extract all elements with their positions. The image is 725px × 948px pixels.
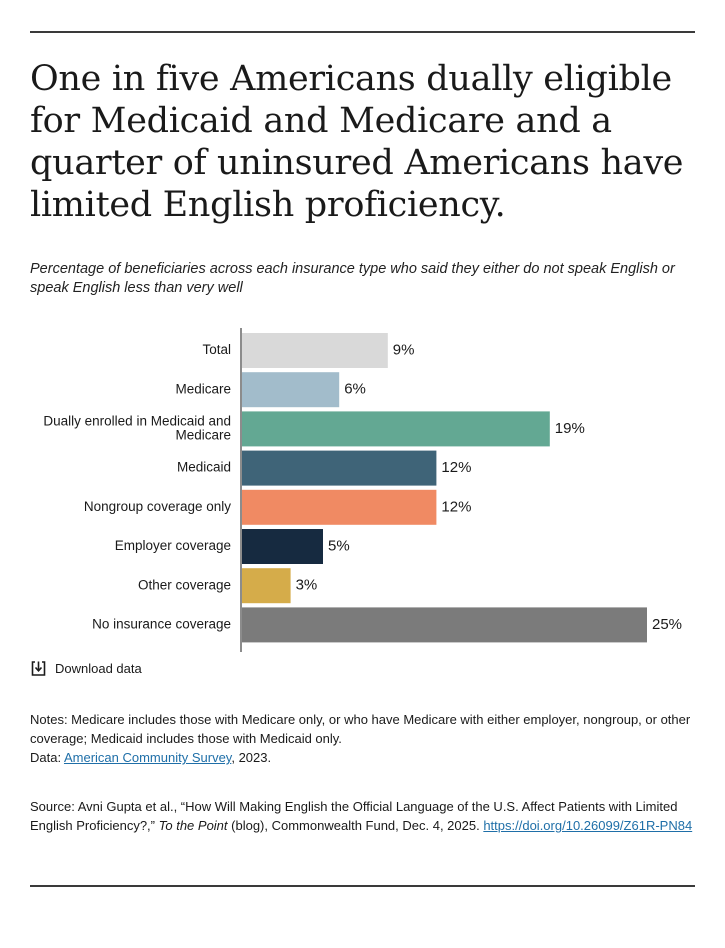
notes: Notes: Medicare includes those with Medi…	[30, 710, 700, 767]
bar	[242, 450, 437, 486]
bar-value-label: 19%	[555, 420, 585, 437]
download-icon	[31, 661, 46, 676]
bar	[242, 607, 647, 643]
bar-value-label: 6%	[344, 381, 366, 398]
chart-subtitle: Percentage of beneficiaries across each …	[30, 261, 675, 296]
bar-value-label: 25%	[652, 616, 682, 633]
bar-value-label: 5%	[328, 537, 350, 554]
bar-value-label: 9%	[393, 341, 415, 358]
bar-value-label: 12%	[441, 498, 471, 515]
category-label: Total	[202, 342, 231, 357]
source-doi-link[interactable]: https://doi.org/10.26099/Z61R-PN84	[483, 818, 693, 833]
source-citation: Source: Avni Gupta et al., “How Will Mak…	[30, 797, 700, 835]
download-data-button[interactable]: Download data	[30, 660, 142, 677]
category-label: Employer coverage	[115, 538, 231, 553]
bar	[242, 333, 388, 368]
bar	[242, 489, 437, 525]
data-line: Data: American Community Survey, 2023.	[30, 748, 700, 767]
data-prefix: Data:	[30, 750, 64, 765]
bar-value-label: 12%	[441, 459, 471, 476]
bar	[242, 372, 340, 408]
bottom-rule	[30, 885, 695, 887]
category-label: No insurance coverage	[92, 616, 231, 631]
notes-text: Notes: Medicare includes those with Medi…	[30, 712, 691, 746]
data-source-link[interactable]: American Community Survey	[63, 750, 232, 765]
category-label: Nongroup coverage only	[84, 499, 231, 514]
source-publication: To the Point	[158, 818, 228, 833]
category-label: Dually enrolled in Medicaid and Medicare	[43, 413, 231, 442]
bar	[242, 529, 323, 564]
bar	[242, 411, 550, 447]
source-prefix: Source: Avni Gupta et al., “How Will Mak…	[30, 799, 678, 833]
category-label: Medicaid	[177, 460, 231, 475]
bar	[242, 568, 291, 604]
top-rule	[30, 31, 695, 33]
bar-value-label: 3%	[296, 577, 318, 594]
source-middle: (blog), Commonwealth Fund, Dec. 4, 2025.	[227, 818, 484, 833]
chart-title: One in five Americans dually eligible fo…	[30, 59, 684, 225]
download-data-label: Download data	[55, 661, 142, 676]
data-suffix: , 2023.	[231, 750, 272, 765]
category-label: Medicare	[175, 381, 231, 396]
category-label: Other coverage	[138, 577, 231, 592]
bar-chart: 9% Total 6% Medicare 19% Dually enrolled in M…	[43, 328, 682, 652]
